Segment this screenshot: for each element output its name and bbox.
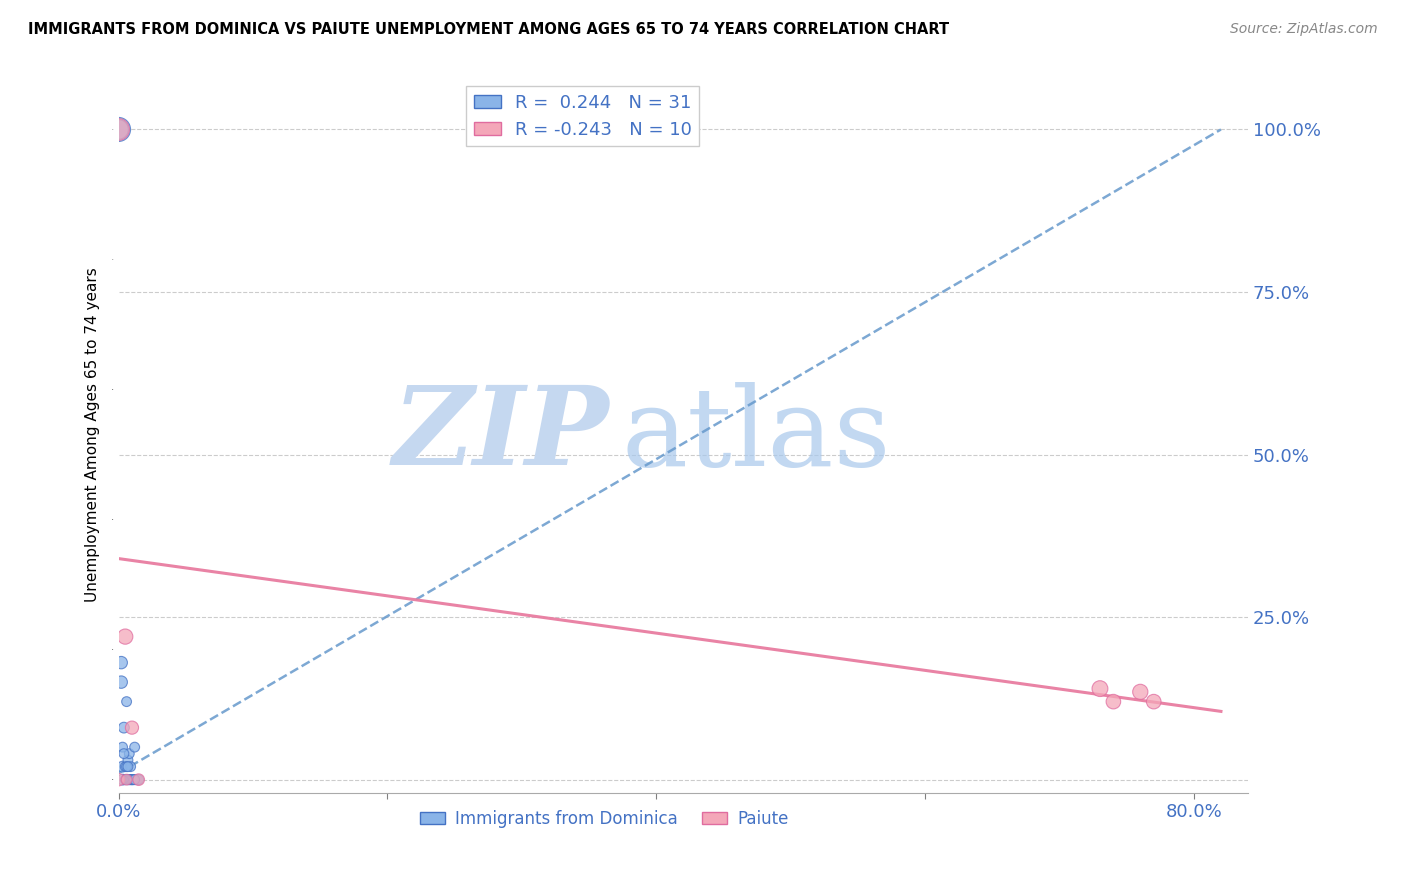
Point xyxy=(111,740,134,755)
Point xyxy=(122,772,145,787)
Point xyxy=(128,772,150,787)
Point xyxy=(114,759,136,773)
Point xyxy=(125,772,148,787)
Point xyxy=(117,759,139,773)
Point xyxy=(118,772,141,787)
Point xyxy=(112,721,135,735)
Point xyxy=(114,772,136,787)
Point xyxy=(115,695,138,709)
Point xyxy=(120,759,142,773)
Point xyxy=(117,772,139,787)
Legend: Immigrants from Dominica, Paiute: Immigrants from Dominica, Paiute xyxy=(413,803,796,834)
Point xyxy=(117,753,139,767)
Point xyxy=(112,747,135,761)
Point xyxy=(121,772,143,787)
Point xyxy=(120,772,142,787)
Point xyxy=(107,122,129,136)
Point xyxy=(120,772,142,787)
Point xyxy=(1129,685,1152,699)
Point xyxy=(107,122,129,136)
Point xyxy=(107,772,129,787)
Text: ZIP: ZIP xyxy=(394,381,610,489)
Point xyxy=(115,772,138,787)
Point xyxy=(121,772,143,787)
Y-axis label: Unemployment Among Ages 65 to 74 years: Unemployment Among Ages 65 to 74 years xyxy=(86,268,100,602)
Point xyxy=(122,772,145,787)
Point xyxy=(1102,695,1125,709)
Point xyxy=(128,772,150,787)
Point xyxy=(107,122,129,136)
Point xyxy=(114,630,136,644)
Text: IMMIGRANTS FROM DOMINICA VS PAIUTE UNEMPLOYMENT AMONG AGES 65 TO 74 YEARS CORREL: IMMIGRANTS FROM DOMINICA VS PAIUTE UNEMP… xyxy=(28,22,949,37)
Point xyxy=(1143,695,1166,709)
Point xyxy=(115,772,138,787)
Point xyxy=(110,675,132,690)
Point xyxy=(111,759,134,773)
Point xyxy=(115,759,138,773)
Point xyxy=(121,721,143,735)
Point xyxy=(118,772,141,787)
Text: atlas: atlas xyxy=(621,382,890,489)
Text: Source: ZipAtlas.com: Source: ZipAtlas.com xyxy=(1230,22,1378,37)
Point xyxy=(110,656,132,670)
Point xyxy=(124,772,146,787)
Point xyxy=(111,772,134,787)
Point xyxy=(121,772,143,787)
Point xyxy=(127,772,149,787)
Point xyxy=(118,747,141,761)
Point xyxy=(1088,681,1111,696)
Point xyxy=(124,740,146,755)
